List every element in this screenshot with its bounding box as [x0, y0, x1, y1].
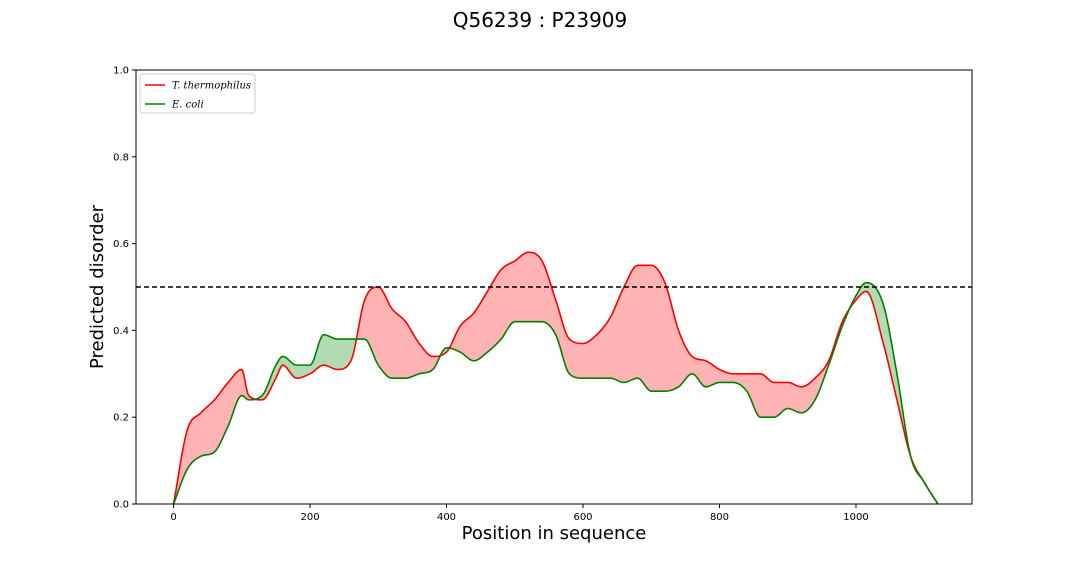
- x-axis-label: Position in sequence: [462, 523, 647, 544]
- series-line-t-thermophilus: [172, 251, 939, 505]
- legend-entry: T. thermophilus: [172, 81, 251, 92]
- y-tick-label: 0.2: [113, 413, 129, 424]
- fill-t-thermophilus-higher: [356, 287, 441, 379]
- y-tick-label: 1.0: [113, 66, 129, 77]
- legend: T. thermophilus E. coli: [139, 73, 256, 114]
- x-tick-label: 600: [573, 512, 592, 523]
- y-tick-label: 0.0: [113, 500, 129, 511]
- fill-e-coli-higher: [440, 347, 450, 356]
- series-line-e-coli: [172, 281, 939, 505]
- x-tick-label: 200: [300, 512, 319, 523]
- plot-frame: [135, 69, 973, 505]
- fill-t-thermophilus-higher: [449, 252, 850, 418]
- legend-box: [139, 73, 256, 114]
- chart-title: Q56239 : P23909: [452, 8, 628, 32]
- fill-t-thermophilus-higher: [173, 369, 256, 504]
- y-tick-label: 0.8: [113, 152, 129, 163]
- x-tick-label: 800: [710, 512, 729, 523]
- x-tick-label: 1000: [843, 512, 868, 523]
- y-axis-label: Predicted disorder: [87, 204, 108, 369]
- x-tick-label: 0: [170, 512, 176, 523]
- fill-e-coli-higher: [255, 334, 357, 400]
- legend-entry: E. coli: [171, 100, 204, 111]
- x-tick-label: 400: [437, 512, 456, 523]
- y-tick-label: 0.6: [113, 239, 129, 250]
- y-tick-label: 0.4: [113, 326, 129, 337]
